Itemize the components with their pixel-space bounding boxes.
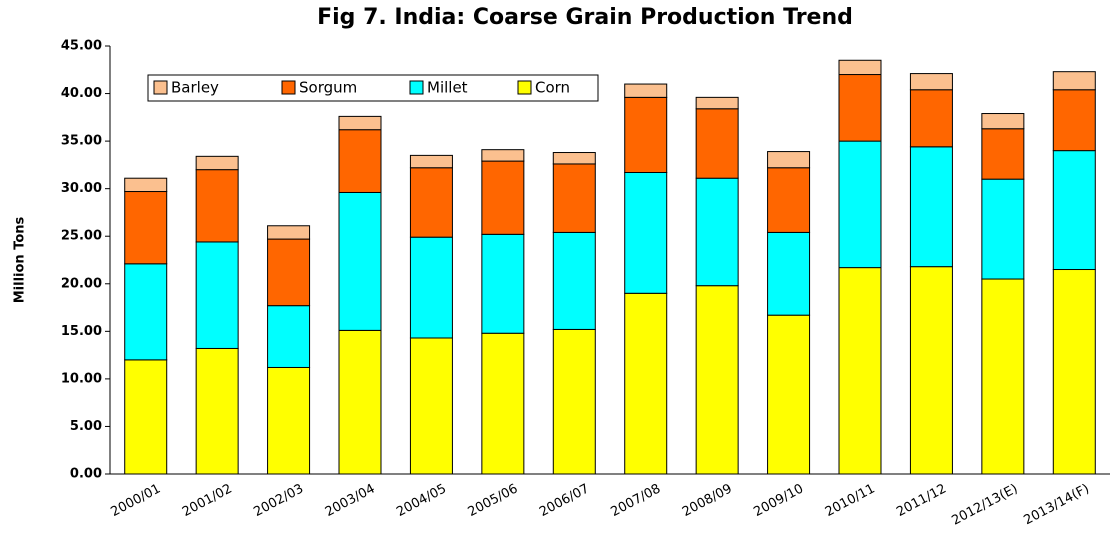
y-tick-label: 45.00: [61, 39, 102, 54]
bar-segment: [624, 96, 668, 173]
y-tick-label: 30.00: [61, 181, 102, 196]
x-tick-label: 2010/11: [823, 481, 878, 520]
bar-segment: [124, 191, 168, 265]
bar-segment: [267, 305, 311, 368]
bar-segment: [1052, 150, 1096, 271]
y-tick-label: 35.00: [61, 134, 102, 149]
bar-segment: [624, 83, 668, 98]
bar-segment: [909, 266, 953, 475]
bar-segment: [981, 113, 1025, 130]
bar-segment: [838, 74, 882, 142]
bar-segment: [267, 225, 311, 240]
bar-segment: [981, 178, 1025, 280]
x-tick-label: 2011/12: [894, 481, 949, 520]
bar-segment: [1052, 89, 1096, 152]
bar-segment: [838, 267, 882, 475]
bar-segment: [481, 160, 525, 235]
bar-segment: [695, 108, 739, 179]
bar-segment: [195, 169, 239, 243]
bar-segment: [909, 73, 953, 91]
y-tick-label: 0.00: [70, 467, 102, 482]
bar-segment: [409, 337, 453, 475]
bar-segment: [267, 238, 311, 307]
bar-segment: [767, 231, 811, 316]
x-tick-label: 2000/01: [109, 481, 164, 520]
bar-segment: [552, 328, 596, 475]
bar-segment: [409, 154, 453, 169]
bar-segment: [338, 115, 382, 131]
bar-segment: [767, 167, 811, 233]
bar-segment: [695, 96, 739, 110]
bar-segment: [695, 285, 739, 475]
bar-segment: [195, 347, 239, 475]
bar-segment: [481, 149, 525, 162]
bar-segment: [267, 366, 311, 475]
bar-segment: [624, 292, 668, 475]
bar-segment: [195, 241, 239, 349]
legend-swatch: [281, 80, 296, 95]
bar-segment: [409, 167, 453, 238]
bar-segment: [1052, 71, 1096, 91]
bar-segment: [767, 314, 811, 475]
x-tick-label: 2007/08: [609, 481, 664, 520]
bar-segment: [981, 128, 1025, 180]
bar-segment: [481, 332, 525, 475]
y-tick-label: 10.00: [61, 371, 102, 386]
bar-segment: [767, 151, 811, 169]
x-tick-label: 2012/13(E): [949, 481, 1020, 528]
bar-segment: [1052, 269, 1096, 475]
bar-segment: [909, 89, 953, 148]
y-tick-label: 25.00: [61, 229, 102, 244]
x-tick-label: 2008/09: [680, 481, 735, 520]
y-tick-label: 40.00: [61, 86, 102, 101]
bar-segment: [124, 263, 168, 361]
chart-title: Fig 7. India: Coarse Grain Production Tr…: [317, 5, 853, 30]
legend-label: Sorgum: [299, 79, 357, 97]
x-tick-label: 2013/14(F): [1022, 481, 1092, 528]
bar-segment: [124, 359, 168, 475]
legend-label: Corn: [535, 79, 570, 97]
bar-segment: [124, 177, 168, 193]
legend-swatch: [153, 80, 168, 95]
y-tick-label: 5.00: [70, 419, 102, 434]
x-tick-label: 2001/02: [180, 481, 235, 520]
legend-label: Millet: [427, 79, 468, 97]
bar-segment: [552, 152, 596, 165]
legend-swatch: [517, 80, 532, 95]
x-tick-label: 2009/10: [751, 481, 806, 520]
x-tick-label: 2003/04: [323, 481, 378, 520]
x-tick-label: 2002/03: [251, 481, 306, 520]
bar-segment: [838, 59, 882, 76]
x-tick-label: 2006/07: [537, 481, 592, 520]
bar-segment: [409, 236, 453, 339]
legend-swatch: [409, 80, 424, 95]
legend-label: Barley: [171, 79, 219, 97]
bar-segment: [338, 329, 382, 475]
bar-segment: [981, 278, 1025, 475]
bar-segment: [338, 129, 382, 193]
bar-segment: [195, 155, 239, 171]
bar-segment: [624, 171, 668, 294]
x-tick-label: 2005/06: [466, 481, 521, 520]
bar-segment: [481, 233, 525, 334]
bar-segment: [338, 191, 382, 331]
bar-segment: [909, 146, 953, 268]
y-tick-label: 15.00: [61, 324, 102, 339]
bar-segment: [552, 163, 596, 233]
bar-segment: [552, 231, 596, 330]
y-axis-label: Million Tons: [13, 216, 28, 303]
y-tick-label: 20.00: [61, 276, 102, 291]
bar-segment: [838, 140, 882, 269]
x-tick-label: 2004/05: [394, 481, 449, 520]
bar-segment: [695, 177, 739, 287]
